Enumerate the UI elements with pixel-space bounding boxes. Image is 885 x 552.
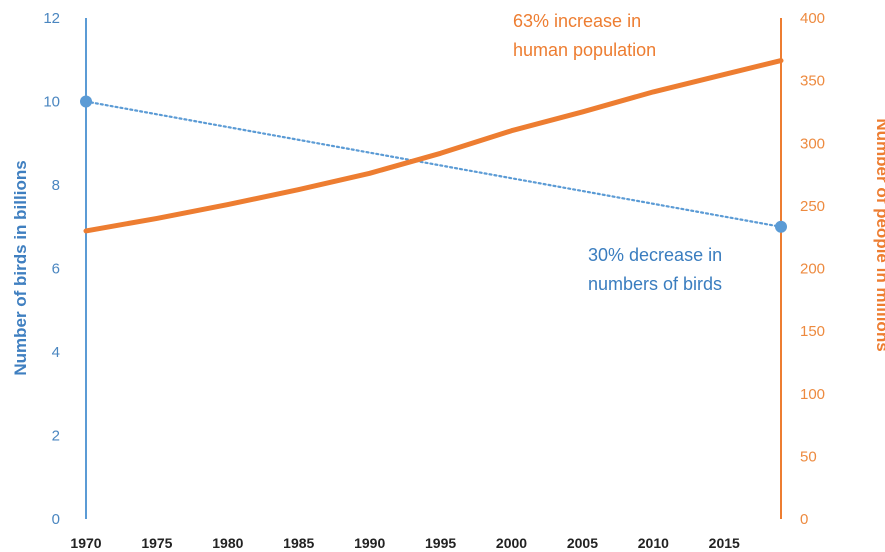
x-tick-label: 1970 <box>70 535 101 551</box>
x-tick-label: 1975 <box>141 535 172 551</box>
x-tick-label: 1995 <box>425 535 456 551</box>
right-tick-label: 150 <box>800 323 825 340</box>
x-tick-label: 2015 <box>709 535 740 551</box>
right-tick-label: 400 <box>800 10 825 27</box>
birds-series-point <box>80 95 92 108</box>
annotation-birds: 30% decrease in numbers of birds <box>588 245 722 294</box>
x-tick-labels: 1970 1975 1980 1985 1990 1995 2000 2005 2010 2015 <box>70 535 740 551</box>
right-tick-label: 100 <box>800 386 825 403</box>
birds-series-line <box>84 100 783 228</box>
right-axis: 0 50 100 150 200 250 300 350 400 Number of peopl… <box>780 10 885 528</box>
series-layer <box>80 58 787 234</box>
left-tick-label: 10 <box>43 94 60 111</box>
right-tick-label: 0 <box>800 511 808 528</box>
annotation-people: 63% increase in human population <box>513 11 656 60</box>
x-tick-label: 1990 <box>354 535 385 551</box>
right-axis-title: Number of people in millions <box>873 118 885 351</box>
right-tick-label: 50 <box>800 448 817 465</box>
annotation-birds-line-1: 30% decrease in <box>588 245 722 265</box>
left-tick-label: 6 <box>52 261 60 278</box>
x-tick-label: 1980 <box>212 535 243 551</box>
annotation-birds-line-2: numbers of birds <box>588 274 722 294</box>
left-axis-title: Number of birds in billions <box>11 160 30 375</box>
right-tick-label: 200 <box>800 261 825 278</box>
x-tick-label: 2000 <box>496 535 527 551</box>
left-tick-label: 0 <box>52 511 60 528</box>
x-tick-label: 2005 <box>567 535 598 551</box>
annotation-people-line-2: human population <box>513 40 656 60</box>
right-tick-label: 250 <box>800 198 825 215</box>
left-tick-label: 2 <box>52 428 60 445</box>
x-tick-label: 2010 <box>638 535 669 551</box>
right-tick-label: 300 <box>800 135 825 152</box>
left-tick-label: 4 <box>52 344 60 361</box>
left-tick-labels: 0 2 4 6 8 10 12 <box>43 10 60 528</box>
left-axis: 0 2 4 6 8 10 12 Number of birds in billions <box>11 10 87 528</box>
people-series-line <box>83 58 784 234</box>
annotation-people-line-1: 63% increase in <box>513 11 641 31</box>
left-tick-label: 8 <box>52 177 60 194</box>
right-tick-label: 350 <box>800 73 825 90</box>
right-tick-labels: 0 50 100 150 200 250 300 350 400 <box>800 10 825 528</box>
left-tick-label: 12 <box>43 10 60 27</box>
birds-series-point <box>775 220 787 233</box>
x-tick-label: 1985 <box>283 535 314 551</box>
